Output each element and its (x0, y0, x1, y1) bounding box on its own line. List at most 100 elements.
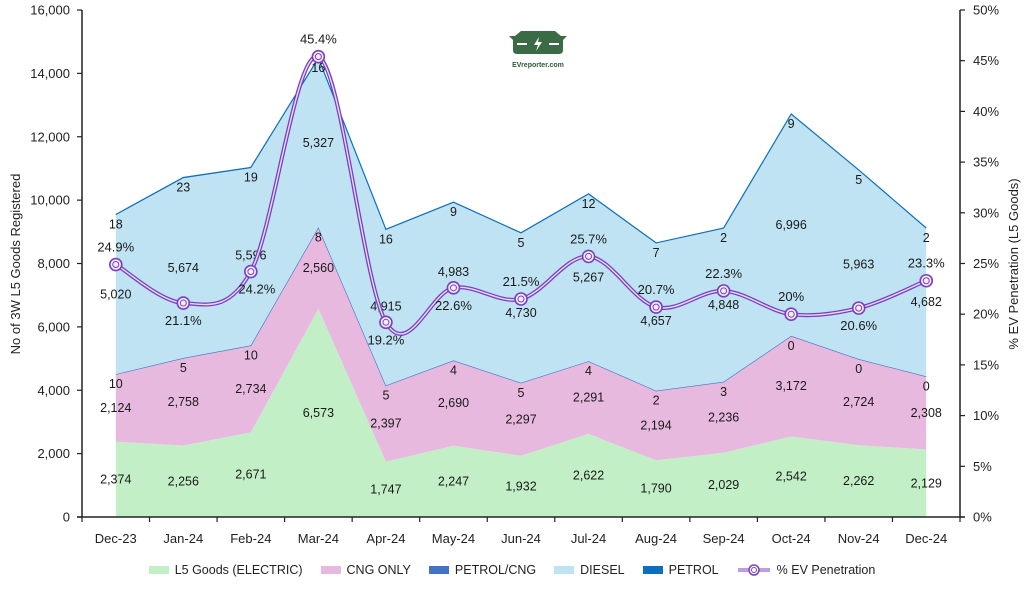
data-label-petrol-cng: 0 (855, 362, 862, 376)
area-cng-only (115, 227, 927, 462)
data-label-petrol-cng: 10 (109, 377, 123, 391)
y-tick-label: 16,000 (30, 3, 70, 18)
stacked-area-chart: 0 2,000 4,000 6,000 8,000 10,000 12,000 14,000 1… (8, 3, 1021, 547)
ev-penetration-label: 22.6% (435, 298, 472, 313)
y2-tick-label: 15% (973, 357, 999, 372)
area-diesel (115, 58, 927, 391)
ev-penetration-marker-inner (855, 304, 863, 312)
ev-penetration-line-inner (115, 55, 927, 335)
data-label-petrol: 5 (518, 236, 525, 250)
legend-swatch-petrol-cng (428, 566, 449, 574)
ev-penetration-label: 20% (778, 289, 804, 304)
y-tick-label: 12,000 (30, 129, 70, 144)
ev-penetration-marker-inner (247, 268, 255, 276)
x-tick-label: May-24 (432, 531, 475, 546)
ev-penetration-label: 21.5% (503, 274, 540, 289)
legend-item-cng: CNG ONLY (320, 563, 411, 577)
data-label-cng-only: 2,291 (573, 391, 604, 405)
data-label-petrol: 9 (788, 117, 795, 131)
x-tick-label: Mar-24 (298, 531, 339, 546)
y2-axis-title: % EV Penetration (L5 Goods) (1006, 178, 1021, 349)
y2-tick-label: 5% (973, 459, 992, 474)
data-label-cng-only: 2,397 (370, 417, 401, 431)
y-tick-label: 14,000 (30, 66, 70, 81)
ev-penetration-label: 21.1% (165, 313, 202, 328)
legend-swatch-electric (148, 566, 169, 574)
logo-text: EVreporter.com (512, 62, 564, 69)
ev-penetration-marker (311, 49, 326, 64)
data-label-l5-goods-electric: 2,247 (438, 474, 469, 488)
ev-penetration-label: 20.7% (638, 282, 675, 297)
legend-swatch-diesel (554, 566, 575, 574)
ev-penetration-marker-inner (585, 252, 593, 260)
data-label-l5-goods-electric: 6,573 (303, 406, 334, 420)
data-label-petrol-cng: 0 (923, 379, 930, 393)
ev-penetration-line-layer: 24.9% 21.1% 24.2% 45.4% 19.2% 22.6% 21.5% 25.7%… (97, 32, 945, 348)
data-label-petrol-cng: 2 (653, 394, 660, 408)
data-label-petrol-cng: 0 (788, 339, 795, 353)
data-label-petrol-cng: 4 (585, 364, 592, 378)
ev-penetration-marker-inner (449, 284, 457, 292)
x-tick-label: Jan-24 (163, 531, 203, 546)
ev-penetration-label: 20.6% (840, 318, 877, 333)
ev-penetration-marker (716, 284, 731, 298)
ev-penetration-marker (581, 249, 596, 264)
ev-penetration-label: 23.3% (908, 256, 945, 271)
data-label-diesel: 6,996 (776, 218, 807, 232)
data-label-petrol-cng: 3 (720, 385, 727, 399)
ev-penetration-marker-inner (652, 303, 660, 311)
data-label-petrol-cng: 5 (382, 389, 389, 403)
data-label-petrol: 16 (379, 232, 393, 246)
x-tick-label: Dec-23 (95, 531, 137, 546)
data-label-diesel: 4,915 (370, 299, 401, 313)
segment-data-labels: 2,374 2,256 2,671 6,573 1,747 2,247 1,932 2,622… (100, 61, 942, 496)
x-tick-label: Sep-24 (703, 531, 745, 546)
legend-label-petrol-cng: PETROL/CNG (454, 563, 537, 577)
data-label-l5-goods-electric: 2,622 (573, 468, 604, 482)
y-tick-label: 10,000 (30, 193, 70, 208)
ev-penetration-marker-inner (720, 287, 728, 295)
data-label-diesel: 5,596 (235, 249, 266, 263)
x-tick-label: Dec-24 (905, 531, 947, 546)
data-label-l5-goods-electric: 2,374 (100, 472, 131, 486)
data-label-l5-goods-electric: 2,262 (843, 474, 874, 488)
legend-label-electric: L5 Goods (ELECTRIC) (174, 563, 303, 577)
data-label-cng-only: 2,560 (303, 261, 334, 275)
area-l5-goods-electric (115, 308, 927, 517)
data-label-cng-only: 2,236 (708, 410, 739, 424)
ev-penetration-marker (784, 307, 798, 322)
data-label-petrol: 16 (311, 61, 325, 75)
data-label-l5-goods-electric: 1,790 (640, 482, 671, 496)
ev-penetration-marker (446, 281, 461, 295)
y-axis-title: No of 3W L5 Goods Registered (8, 174, 23, 355)
data-label-diesel: 5,327 (303, 136, 334, 150)
data-label-l5-goods-electric: 2,671 (235, 468, 266, 482)
y2-tick-label: 10% (973, 408, 999, 423)
legend-label-ev-penetration: % EV Penetration (776, 563, 876, 577)
data-label-cng-only: 2,124 (100, 401, 131, 415)
area-edge-4 (115, 56, 927, 244)
ev-penetration-label: 24.9% (97, 240, 134, 255)
legend-item-diesel: DIESEL (554, 563, 625, 577)
y2-tick-label: 35% (973, 155, 999, 170)
legend-label-cng: CNG ONLY (346, 563, 411, 577)
data-label-cng-only: 2,758 (168, 395, 199, 409)
ev-car-charging-icon (509, 31, 567, 54)
ev-penetration-label: 45.4% (300, 32, 337, 47)
axes: 0 2,000 4,000 6,000 8,000 10,000 12,000 14,000 1… (30, 3, 999, 547)
data-label-diesel: 5,267 (573, 271, 604, 285)
data-label-l5-goods-electric: 1,747 (370, 482, 401, 496)
area-layers (115, 56, 927, 517)
y2-tick-label: 50% (973, 3, 999, 18)
ev-penetration-marker (108, 257, 123, 272)
ev-penetration-label: 24.2% (238, 282, 275, 297)
ev-penetration-marker (851, 301, 866, 315)
legend: L5 Goods (ELECTRIC) CNG ONLY PETROL/CNG … (0, 563, 1024, 577)
data-label-petrol: 9 (450, 205, 457, 219)
data-label-petrol-cng: 10 (244, 348, 258, 362)
ev-penetration-marker (514, 292, 528, 306)
data-label-diesel: 5,963 (843, 258, 874, 272)
ev-penetration-label: 19.2% (367, 332, 404, 347)
data-label-petrol: 2 (923, 231, 930, 245)
legend-item-petrol-cng: PETROL/CNG (428, 563, 537, 577)
